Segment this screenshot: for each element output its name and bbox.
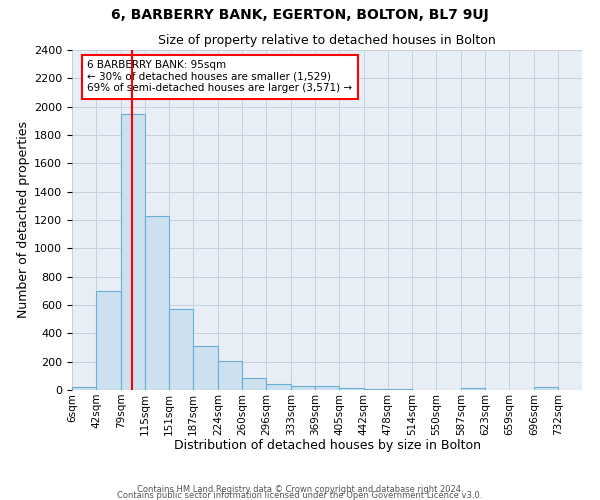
Bar — [242, 378, 266, 390]
Text: Contains public sector information licensed under the Open Government Licence v3: Contains public sector information licen… — [118, 490, 482, 500]
X-axis label: Distribution of detached houses by size in Bolton: Distribution of detached houses by size … — [173, 439, 481, 452]
Bar — [315, 386, 339, 390]
Bar — [534, 388, 558, 390]
Bar — [266, 384, 291, 390]
Bar — [96, 291, 121, 390]
Bar — [121, 114, 145, 390]
Text: 6 BARBERRY BANK: 95sqm
← 30% of detached houses are smaller (1,529)
69% of semi-: 6 BARBERRY BANK: 95sqm ← 30% of detached… — [88, 60, 352, 94]
Bar — [461, 388, 485, 390]
Bar — [218, 361, 242, 390]
Bar — [388, 389, 412, 390]
Bar — [72, 387, 96, 390]
Bar — [291, 386, 315, 390]
Y-axis label: Number of detached properties: Number of detached properties — [17, 122, 30, 318]
Text: 6, BARBERRY BANK, EGERTON, BOLTON, BL7 9UJ: 6, BARBERRY BANK, EGERTON, BOLTON, BL7 9… — [111, 8, 489, 22]
Bar — [193, 346, 218, 390]
Bar — [145, 216, 169, 390]
Bar — [339, 388, 364, 390]
Title: Size of property relative to detached houses in Bolton: Size of property relative to detached ho… — [158, 34, 496, 48]
Text: Contains HM Land Registry data © Crown copyright and database right 2024.: Contains HM Land Registry data © Crown c… — [137, 484, 463, 494]
Bar — [169, 308, 193, 390]
